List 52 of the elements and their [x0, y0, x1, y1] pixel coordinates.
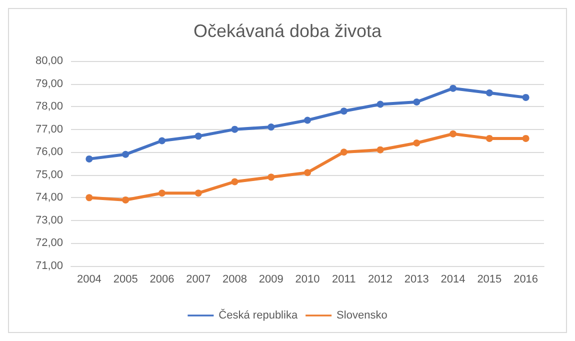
- y-tick-label: 77,00: [35, 123, 63, 136]
- point: [340, 148, 348, 156]
- point: [376, 146, 384, 154]
- y-tick-label: 71,00: [35, 260, 63, 272]
- point: [86, 155, 93, 162]
- x-tick-label: 2008: [222, 274, 247, 286]
- x-tick-label: 2014: [440, 274, 466, 286]
- y-tick-label: 78,00: [35, 100, 63, 113]
- point: [522, 94, 530, 101]
- x-tick-label: 2013: [404, 274, 429, 286]
- point: [86, 194, 93, 202]
- x-tick-label: 2011: [332, 274, 356, 286]
- point: [304, 169, 311, 176]
- y-tick-label: 76,00: [35, 146, 63, 158]
- point: [268, 124, 275, 131]
- point: [522, 134, 530, 142]
- point: [158, 137, 166, 144]
- point: [340, 108, 348, 115]
- x-tick-label: 2005: [113, 274, 138, 286]
- point: [231, 126, 238, 133]
- point: [194, 190, 202, 197]
- point: [304, 116, 311, 124]
- point: [231, 178, 238, 186]
- point: [413, 140, 420, 146]
- point: [450, 130, 457, 138]
- x-tick-label: 2006: [150, 274, 174, 286]
- y-tick-label: 73,00: [35, 214, 63, 226]
- y-tick-label: 75,00: [35, 168, 63, 181]
- legend-label: Česká republika: [218, 308, 298, 322]
- x-tick-label: 2010: [295, 274, 320, 286]
- point: [486, 89, 493, 96]
- point: [122, 196, 130, 204]
- x-tick-label: 2015: [477, 274, 502, 286]
- y-tick-label: 74,00: [35, 192, 63, 204]
- point: [268, 174, 275, 181]
- x-tick-label: 2016: [514, 274, 538, 286]
- chart-title: Očekávaná doba života: [193, 21, 383, 41]
- y-tick-label: 80,00: [35, 55, 63, 67]
- y-tick-label: 72,00: [35, 237, 63, 250]
- x-tick-label: 2007: [186, 274, 211, 286]
- x-tick-label: 2004: [76, 274, 102, 286]
- point: [376, 100, 384, 108]
- legend-label: Slovensko: [336, 310, 388, 322]
- x-tick-label: 2012: [368, 274, 393, 286]
- x-tick-label: 2009: [258, 274, 284, 286]
- point: [450, 84, 457, 92]
- point: [158, 190, 166, 197]
- point: [486, 134, 493, 142]
- y-tick-label: 79,00: [35, 78, 63, 90]
- point: [122, 150, 130, 158]
- point: [194, 132, 202, 140]
- point: [413, 98, 420, 106]
